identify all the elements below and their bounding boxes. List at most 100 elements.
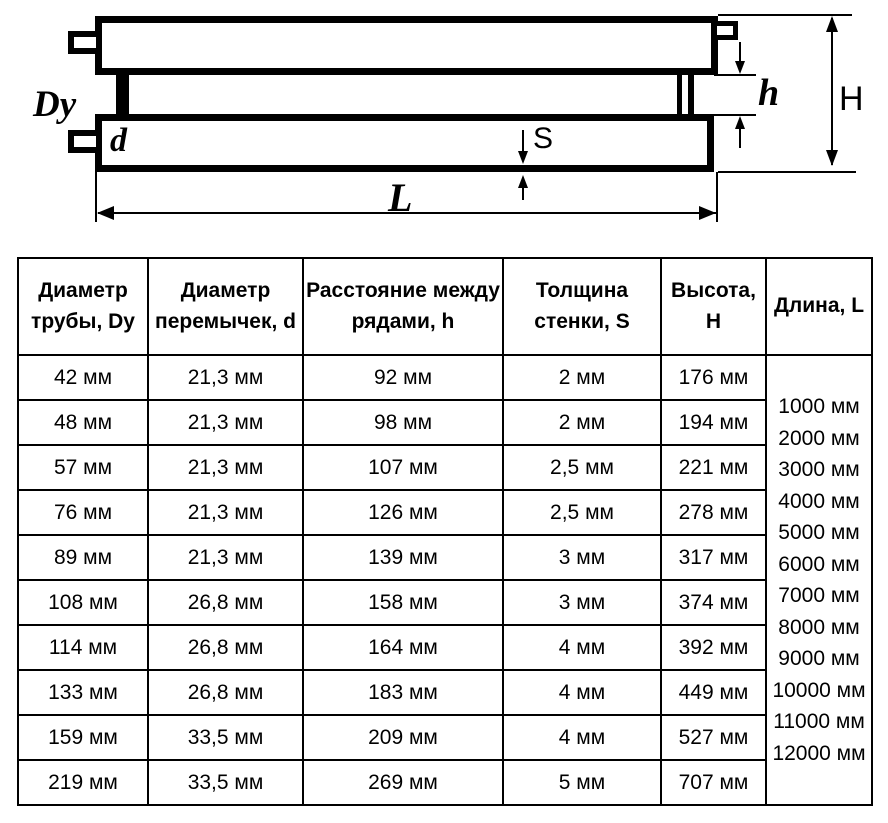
l-ext-right bbox=[716, 172, 718, 222]
h-gap-tick-bottom bbox=[714, 114, 756, 116]
length-label: L bbox=[388, 175, 413, 220]
table-cell: 2,5 мм bbox=[502, 489, 662, 536]
header-row-spacing: Расстояние между рядами, h bbox=[302, 257, 504, 356]
h-gap-lower-line bbox=[739, 126, 741, 148]
table-cell: 133 мм bbox=[17, 669, 149, 716]
table-cell: 221 мм bbox=[660, 444, 767, 491]
table-cell: 4 мм bbox=[502, 669, 662, 716]
s-arrowhead-down-icon bbox=[518, 151, 528, 164]
h-total-arrowhead-down-icon bbox=[826, 150, 838, 166]
row-spacing-label: h bbox=[758, 72, 780, 114]
table-cell: 21,3 мм bbox=[147, 399, 304, 446]
table-cell: 21,3 мм bbox=[147, 444, 304, 491]
header-wall-thickness: Толщина стенки, S bbox=[502, 257, 662, 356]
left-jumper-bar bbox=[116, 69, 129, 118]
table-cell: 26,8 мм bbox=[147, 579, 304, 626]
table-row: 108 мм 26,8 мм 158 мм 3 мм 374 мм bbox=[17, 579, 872, 626]
table-cell: 4 мм bbox=[502, 624, 662, 671]
table-cell: 3 мм bbox=[502, 579, 662, 626]
h-gap-arrowhead-down-icon bbox=[735, 61, 745, 74]
table-cell: 26,8 мм bbox=[147, 669, 304, 716]
table-cell: 33,5 мм bbox=[147, 714, 304, 761]
header-pipe-diameter: Диаметр трубы, Dy bbox=[17, 257, 149, 356]
table-cell: 2 мм bbox=[502, 354, 662, 401]
length-item: 6000 мм bbox=[778, 552, 860, 576]
table-cell: 209 мм bbox=[302, 714, 504, 761]
table-cell: 3 мм bbox=[502, 534, 662, 581]
s-upper-line bbox=[522, 130, 524, 153]
table-cell: 126 мм bbox=[302, 489, 504, 536]
table-cell: 92 мм bbox=[302, 354, 504, 401]
table-cell: 278 мм bbox=[660, 489, 767, 536]
length-item: 3000 мм bbox=[778, 458, 860, 481]
h-gap-tick-top bbox=[714, 74, 756, 76]
table-cell: 164 мм bbox=[302, 624, 504, 671]
spec-table: Диаметр трубы, Dy Диаметр перемычек, d Р… bbox=[17, 257, 873, 806]
table-cell: 107 мм bbox=[302, 444, 504, 491]
register-diagram: H h S L Dy d bbox=[0, 0, 888, 240]
jumper-diameter-label: d bbox=[110, 122, 127, 159]
table-cell: 98 мм bbox=[302, 399, 504, 446]
table-cell: 159 мм bbox=[17, 714, 149, 761]
table-row: 159 мм 33,5 мм 209 мм 4 мм 527 мм bbox=[17, 714, 872, 761]
table-cell: 194 мм bbox=[660, 399, 767, 446]
s-arrowhead-up-icon bbox=[518, 175, 528, 188]
table-cell: 449 мм bbox=[660, 669, 767, 716]
length-item: 11000 мм bbox=[773, 710, 865, 733]
table-body: 42 мм 21,3 мм 92 мм 2 мм 176 мм 1000 мм 2000 м… bbox=[17, 354, 873, 806]
spec-table-container: Диаметр трубы, Dy Диаметр перемычек, d Р… bbox=[17, 257, 873, 806]
table-cell: 2,5 мм bbox=[502, 444, 662, 491]
h-gap-arrowhead-up-icon bbox=[735, 116, 745, 129]
l-arrowhead-left-icon bbox=[97, 206, 114, 220]
table-cell: 76 мм bbox=[17, 489, 149, 536]
bottom-pipe bbox=[95, 114, 714, 172]
length-item: 12000 мм bbox=[772, 741, 866, 765]
table-header-row: Диаметр трубы, Dy Диаметр перемычек, d Р… bbox=[17, 257, 873, 356]
length-item: 10000 мм bbox=[772, 678, 866, 702]
header-jumper-diameter: Диаметр перемычек, d bbox=[147, 257, 304, 356]
length-item: 7000 мм bbox=[778, 584, 860, 607]
table-cell: 5 мм bbox=[502, 759, 662, 806]
header-length: Длина, L bbox=[765, 257, 873, 356]
table-cell: 108 мм bbox=[17, 579, 149, 626]
table-cell: 158 мм bbox=[302, 579, 504, 626]
table-cell: 269 мм bbox=[302, 759, 504, 806]
l-arrowhead-right-icon bbox=[699, 206, 716, 220]
table-cell: 48 мм bbox=[17, 399, 149, 446]
length-list-cell: 1000 мм 2000 мм 3000 мм 4000 мм 5000 мм 6000 … bbox=[765, 354, 873, 806]
length-item: 8000 мм bbox=[778, 615, 860, 639]
table-cell: 317 мм bbox=[660, 534, 767, 581]
table-header: Диаметр трубы, Dy Диаметр перемычек, d Р… bbox=[17, 257, 873, 356]
table-cell: 374 мм bbox=[660, 579, 767, 626]
bottom-left-stub bbox=[68, 130, 96, 153]
h-total-dim-line bbox=[831, 18, 833, 165]
h-gap-upper-line bbox=[739, 42, 741, 64]
length-item: 4000 мм bbox=[778, 489, 860, 513]
table-row: 48 мм 21,3 мм 98 мм 2 мм 194 мм bbox=[17, 399, 872, 446]
h-total-ext-top bbox=[718, 14, 852, 16]
table-cell: 527 мм bbox=[660, 714, 767, 761]
table-cell: 2 мм bbox=[502, 399, 662, 446]
table-cell: 176 мм bbox=[660, 354, 767, 401]
top-right-stub bbox=[717, 21, 738, 40]
table-row: 57 мм 21,3 мм 107 мм 2,5 мм 221 мм bbox=[17, 444, 872, 491]
top-pipe bbox=[95, 16, 718, 75]
table-cell: 21,3 мм bbox=[147, 354, 304, 401]
header-height: Высота, H bbox=[660, 257, 767, 356]
length-item: 9000 мм bbox=[778, 647, 860, 670]
table-cell: 392 мм bbox=[660, 624, 767, 671]
pipe-diameter-label: Dy bbox=[33, 84, 77, 125]
top-left-stub bbox=[68, 31, 96, 54]
table-row: 89 мм 21,3 мм 139 мм 3 мм 317 мм bbox=[17, 534, 872, 581]
table-cell: 21,3 мм bbox=[147, 489, 304, 536]
table-row: 114 мм 26,8 мм 164 мм 4 мм 392 мм bbox=[17, 624, 872, 671]
length-item: 2000 мм bbox=[778, 426, 860, 450]
table-cell: 4 мм bbox=[502, 714, 662, 761]
table-cell: 183 мм bbox=[302, 669, 504, 716]
table-cell: 57 мм bbox=[17, 444, 149, 491]
table-row: 76 мм 21,3 мм 126 мм 2,5 мм 278 мм bbox=[17, 489, 872, 536]
h-total-arrowhead-up-icon bbox=[826, 16, 838, 32]
table-cell: 707 мм bbox=[660, 759, 767, 806]
h-total-ext-bottom bbox=[718, 171, 856, 173]
